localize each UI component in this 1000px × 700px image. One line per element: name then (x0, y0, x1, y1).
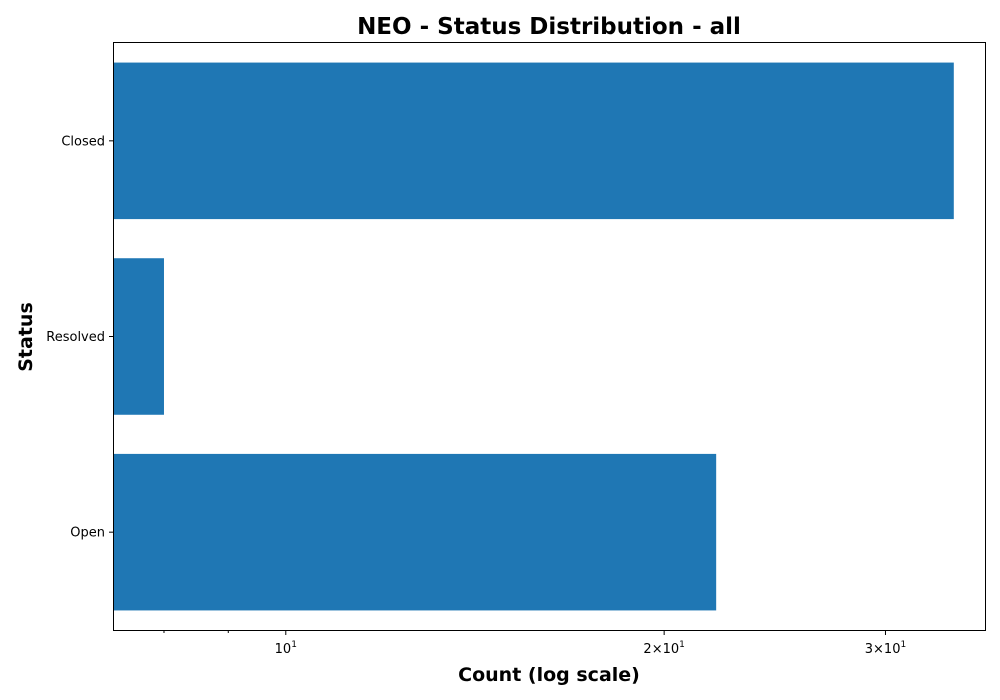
plot-frame (113, 42, 986, 631)
x-axis-ticks: 101 2×101 3×101 (163, 630, 906, 657)
bar-closed (114, 62, 954, 220)
chart-title: NEO - Status Distribution - all (357, 14, 741, 40)
y-tick-label-open: Open (70, 526, 105, 541)
y-tick-label-closed: Closed (61, 134, 105, 149)
x-tick-label-20: 2×101 (643, 640, 684, 657)
y-axis-label: Status (15, 302, 37, 372)
bar-open (114, 453, 717, 611)
x-tick-label-30: 3×101 (865, 640, 906, 657)
x-axis-label: Count (log scale) (458, 664, 640, 686)
y-axis-ticks: Closed Resolved Open (46, 134, 114, 541)
y-tick-label-resolved: Resolved (46, 330, 105, 345)
bars-layer (114, 62, 954, 611)
bar-resolved (114, 258, 164, 415)
x-tick-label-10: 101 (275, 640, 297, 657)
